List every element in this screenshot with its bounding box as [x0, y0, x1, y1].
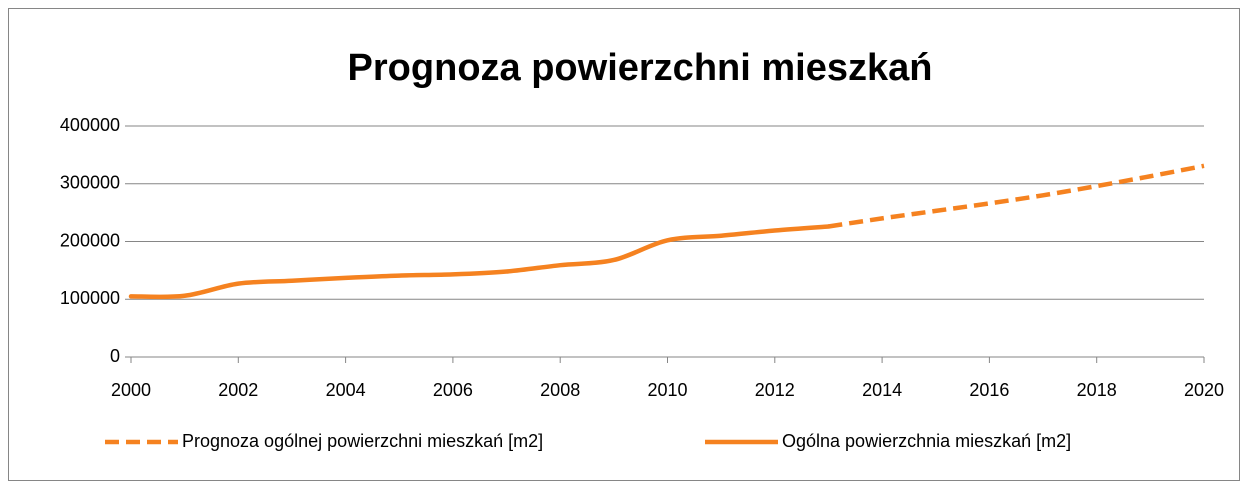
x-tick-label: 2002	[218, 380, 258, 400]
y-tick-label: 300000	[60, 173, 120, 193]
x-tick-label: 2012	[755, 380, 795, 400]
legend-label: Prognoza ogólnej powierzchni mieszkań [m…	[182, 431, 543, 451]
x-tick-label: 2004	[326, 380, 366, 400]
y-tick-label: 100000	[60, 288, 120, 308]
y-tick-label: 200000	[60, 230, 120, 250]
x-tick-label: 2018	[1077, 380, 1117, 400]
x-tick-label: 2006	[433, 380, 473, 400]
x-tick-label: 2014	[862, 380, 902, 400]
series-line	[828, 163, 1205, 229]
x-tick-label: 2008	[540, 380, 580, 400]
y-tick-label: 400000	[60, 115, 120, 135]
chart-title: Prognoza powierzchni mieszkań	[348, 47, 933, 89]
x-tick-label: 2010	[647, 380, 687, 400]
chart-border	[8, 8, 1240, 481]
legend-label: Ogólna powierzchnia mieszkań [m2]	[782, 431, 1071, 451]
y-tick-label: 0	[110, 346, 120, 366]
x-tick-label: 2020	[1184, 380, 1224, 400]
x-tick-label: 2016	[969, 380, 1009, 400]
x-tick-label: 2000	[111, 380, 151, 400]
series-line	[128, 224, 831, 300]
